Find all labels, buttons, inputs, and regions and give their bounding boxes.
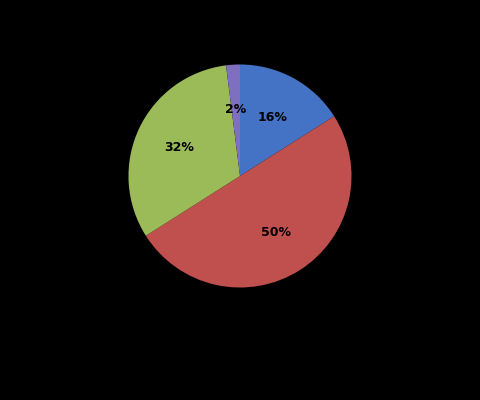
Text: 50%: 50% — [261, 226, 291, 239]
Text: 32%: 32% — [165, 141, 194, 154]
Text: 16%: 16% — [257, 111, 287, 124]
Wedge shape — [129, 65, 240, 236]
Wedge shape — [226, 64, 240, 176]
Wedge shape — [240, 64, 334, 176]
Text: 2%: 2% — [225, 103, 246, 116]
Wedge shape — [146, 116, 351, 288]
